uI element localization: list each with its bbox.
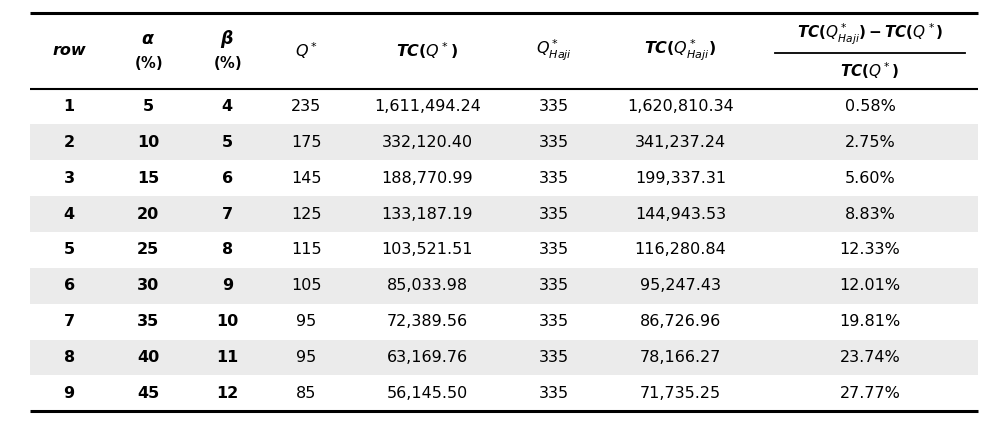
Text: $\boldsymbol{TC(Q^*_{Haji})}$: $\boldsymbol{TC(Q^*_{Haji})}$ bbox=[644, 38, 716, 64]
Text: $\boldsymbol{Q^*_{Haji}}$: $\boldsymbol{Q^*_{Haji}}$ bbox=[535, 38, 572, 64]
Text: 125: 125 bbox=[291, 206, 321, 222]
Text: 332,120.40: 332,120.40 bbox=[382, 135, 473, 150]
Text: 63,169.76: 63,169.76 bbox=[387, 350, 468, 365]
Text: 8.83%: 8.83% bbox=[845, 206, 895, 222]
Text: 30: 30 bbox=[137, 278, 159, 293]
Text: 103,521.51: 103,521.51 bbox=[381, 242, 473, 257]
Text: 335: 335 bbox=[538, 386, 569, 401]
Text: 72,389.56: 72,389.56 bbox=[387, 314, 468, 329]
Text: $\mathbf{(\%)}$: $\mathbf{(\%)}$ bbox=[212, 54, 242, 72]
Text: 335: 335 bbox=[538, 206, 569, 222]
Text: 85,033.98: 85,033.98 bbox=[387, 278, 468, 293]
Text: $\boldsymbol{TC(Q^*_{Haji}) - TC(Q^*)}$: $\boldsymbol{TC(Q^*_{Haji}) - TC(Q^*)}$ bbox=[797, 22, 944, 48]
Text: 5.60%: 5.60% bbox=[845, 171, 895, 186]
Bar bbox=[30, 340, 978, 375]
Text: 335: 335 bbox=[538, 135, 569, 150]
Text: $\boldsymbol{\alpha}$: $\boldsymbol{\alpha}$ bbox=[141, 30, 155, 48]
Text: 335: 335 bbox=[538, 314, 569, 329]
Text: row: row bbox=[52, 43, 86, 58]
Text: 6: 6 bbox=[63, 278, 75, 293]
Text: 335: 335 bbox=[538, 171, 569, 186]
Text: 12.01%: 12.01% bbox=[840, 278, 901, 293]
Text: 8: 8 bbox=[63, 350, 75, 365]
Text: 133,187.19: 133,187.19 bbox=[381, 206, 473, 222]
Text: 2.75%: 2.75% bbox=[845, 135, 895, 150]
Text: 86,726.96: 86,726.96 bbox=[640, 314, 721, 329]
Text: 10: 10 bbox=[137, 135, 159, 150]
Text: 4: 4 bbox=[63, 206, 75, 222]
Text: 335: 335 bbox=[538, 350, 569, 365]
Text: 9: 9 bbox=[63, 386, 75, 401]
Text: 0.58%: 0.58% bbox=[845, 99, 895, 114]
Text: 2: 2 bbox=[63, 135, 75, 150]
Text: 85: 85 bbox=[296, 386, 316, 401]
Text: 144,943.53: 144,943.53 bbox=[635, 206, 726, 222]
Bar bbox=[30, 196, 978, 232]
Text: 20: 20 bbox=[137, 206, 159, 222]
Text: 175: 175 bbox=[291, 135, 321, 150]
Text: 9: 9 bbox=[221, 278, 233, 293]
Text: 1,620,810.34: 1,620,810.34 bbox=[627, 99, 734, 114]
Text: $\mathbf{(\%)}$: $\mathbf{(\%)}$ bbox=[133, 54, 163, 72]
Text: 71,735.25: 71,735.25 bbox=[640, 386, 721, 401]
Text: 335: 335 bbox=[538, 99, 569, 114]
Text: 78,166.27: 78,166.27 bbox=[639, 350, 721, 365]
Text: 188,770.99: 188,770.99 bbox=[381, 171, 473, 186]
Text: 15: 15 bbox=[137, 171, 159, 186]
Text: 341,237.24: 341,237.24 bbox=[635, 135, 726, 150]
Text: 105: 105 bbox=[291, 278, 321, 293]
Text: $\boldsymbol{Q^*}$: $\boldsymbol{Q^*}$ bbox=[294, 41, 318, 61]
Text: 8: 8 bbox=[221, 242, 233, 257]
Text: 5: 5 bbox=[142, 99, 154, 114]
Text: 116,280.84: 116,280.84 bbox=[634, 242, 726, 257]
Text: 199,337.31: 199,337.31 bbox=[635, 171, 726, 186]
Text: 19.81%: 19.81% bbox=[840, 314, 901, 329]
Text: 7: 7 bbox=[63, 314, 75, 329]
Text: 56,145.50: 56,145.50 bbox=[387, 386, 468, 401]
Text: 12: 12 bbox=[216, 386, 238, 401]
Text: 335: 335 bbox=[538, 242, 569, 257]
Text: $\boldsymbol{TC(Q^*)}$: $\boldsymbol{TC(Q^*)}$ bbox=[396, 41, 458, 61]
Text: 115: 115 bbox=[291, 242, 321, 257]
Text: $\boldsymbol{TC(Q^*)}$: $\boldsymbol{TC(Q^*)}$ bbox=[841, 61, 900, 81]
Bar bbox=[30, 268, 978, 304]
Bar bbox=[30, 124, 978, 160]
Text: 11: 11 bbox=[216, 350, 238, 365]
Text: 5: 5 bbox=[63, 242, 75, 257]
Text: 7: 7 bbox=[221, 206, 233, 222]
Text: 27.77%: 27.77% bbox=[840, 386, 900, 401]
Text: 12.33%: 12.33% bbox=[840, 242, 900, 257]
Text: 95,247.43: 95,247.43 bbox=[640, 278, 721, 293]
Text: 1,611,494.24: 1,611,494.24 bbox=[374, 99, 481, 114]
Text: 25: 25 bbox=[137, 242, 159, 257]
Text: 145: 145 bbox=[291, 171, 321, 186]
Text: 5: 5 bbox=[221, 135, 233, 150]
Text: 235: 235 bbox=[291, 99, 321, 114]
Text: 4: 4 bbox=[221, 99, 233, 114]
Text: 45: 45 bbox=[137, 386, 159, 401]
Text: $\boldsymbol{\beta}$: $\boldsymbol{\beta}$ bbox=[220, 28, 234, 50]
Text: 95: 95 bbox=[296, 350, 316, 365]
Text: 6: 6 bbox=[221, 171, 233, 186]
Text: 23.74%: 23.74% bbox=[840, 350, 900, 365]
Text: 40: 40 bbox=[137, 350, 159, 365]
Text: 335: 335 bbox=[538, 278, 569, 293]
Text: 10: 10 bbox=[216, 314, 238, 329]
Text: 35: 35 bbox=[137, 314, 159, 329]
Text: 95: 95 bbox=[296, 314, 316, 329]
Text: 1: 1 bbox=[63, 99, 75, 114]
Text: 3: 3 bbox=[63, 171, 75, 186]
